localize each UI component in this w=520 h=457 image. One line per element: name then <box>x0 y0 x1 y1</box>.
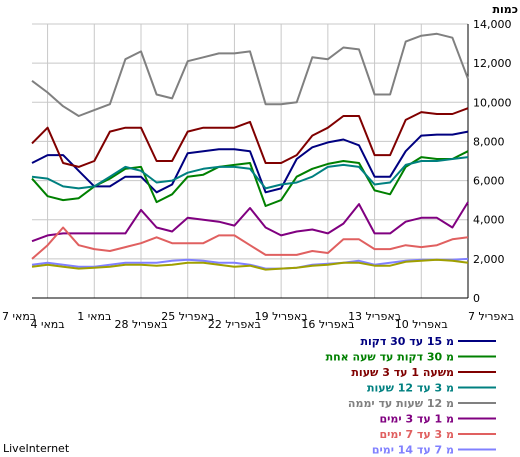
brand-label: LiveInternet <box>3 442 70 455</box>
series-line <box>31 32 469 117</box>
y-tick-label: 2,000 <box>473 253 505 266</box>
series-line <box>31 156 469 190</box>
legend-label: מ 3 עד 7 ימים <box>380 428 455 441</box>
y-tick-label: 4,000 <box>473 214 505 227</box>
x-tick-label: 19 באפריל <box>255 310 308 323</box>
legend-label: מ 7 עד 14 ימים <box>372 444 454 457</box>
x-tick-label: 4 במאי <box>30 318 64 331</box>
x-tick-labels: 7 באפריל 13 באפריל 19 באפריל 25 באפריל 1 במא… <box>2 310 514 331</box>
x-tick-label: 10 באפריל <box>395 318 448 331</box>
y-tick-label: 0 <box>473 292 480 305</box>
y-tick-label: 12,000 <box>473 57 512 70</box>
legend-label: משעה 1 עד 3 שעות <box>351 366 454 379</box>
x-tick-label: 25 באפריל <box>161 310 214 323</box>
series-line <box>31 130 469 194</box>
y-tick-label: 8,000 <box>473 135 505 148</box>
series-line <box>31 201 469 243</box>
series-lines <box>31 32 469 271</box>
x-tick-label: 13 באפריל <box>348 310 401 323</box>
x-tick-label: 16 באפריל <box>301 318 354 331</box>
x-tick-label: 22 באפריל <box>208 318 261 331</box>
series-line <box>31 107 469 168</box>
x-tick-label: 7 במאי <box>2 310 36 323</box>
y-tick-label: 14,000 <box>473 18 512 31</box>
grid <box>32 23 469 299</box>
y-axis-label: כמות <box>493 3 518 16</box>
axes <box>32 24 469 299</box>
x-tick-label: 1 במאי <box>77 310 111 323</box>
series-line <box>31 150 469 207</box>
y-tick-labels: 14,000 12,000 10,000 8,000 6,000 4,000 2,000 0 <box>473 18 512 305</box>
y-tick-label: 6,000 <box>473 175 505 188</box>
legend-label: מ 15 עד 30 דקות <box>360 335 454 348</box>
legend-label: מ 3 עד 12 שעות <box>367 382 454 395</box>
legend-label: מ 1 עד 3 ימים <box>380 413 455 426</box>
x-tick-label: 7 באפריל <box>468 310 514 323</box>
y-tick-label: 10,000 <box>473 96 512 109</box>
legend-label: מ 30 דקות עד שעה אחת <box>326 351 454 364</box>
series-line <box>31 258 469 271</box>
series-line <box>31 226 469 260</box>
legend: מ 15 עד 30 דקות מ 30 דקות עד שעה אחת משעה … <box>326 335 496 457</box>
x-tick-label: 28 באפריל <box>114 318 167 331</box>
series-line <box>31 257 469 270</box>
legend-label: מ 12 שעות עד יממה <box>348 397 454 410</box>
